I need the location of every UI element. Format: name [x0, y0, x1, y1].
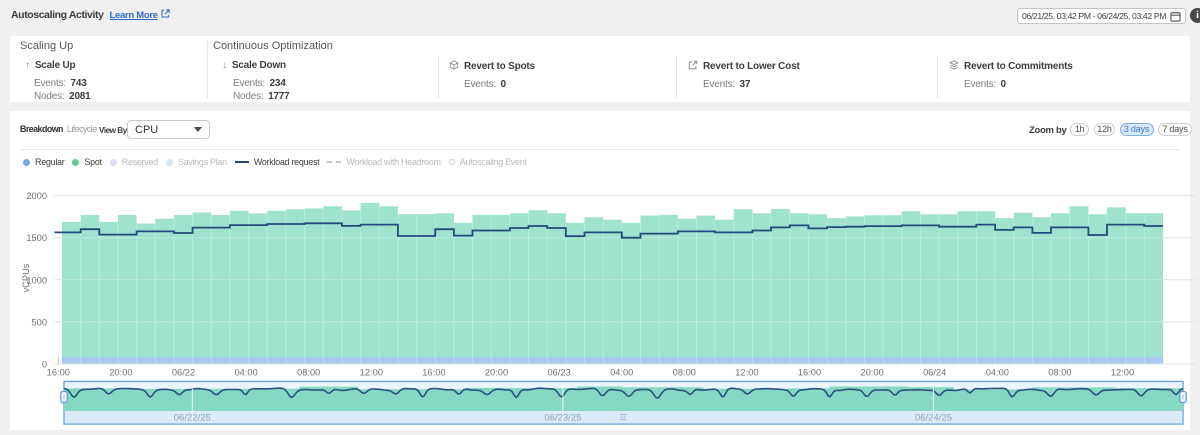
svg-text:20:00: 20:00 — [860, 368, 883, 378]
svg-text:08:00: 08:00 — [297, 368, 320, 378]
svg-text:☰: ☰ — [619, 413, 626, 422]
svg-text:20:00: 20:00 — [485, 368, 508, 378]
svg-text:16:00: 16:00 — [422, 368, 445, 378]
svg-text:06/23: 06/23 — [547, 368, 570, 378]
svg-text:04:00: 04:00 — [610, 368, 633, 378]
svg-text:0: 0 — [42, 360, 47, 370]
svg-text:06/22/25: 06/22/25 — [174, 413, 211, 424]
svg-text:04:00: 04:00 — [234, 368, 257, 378]
svg-text:500: 500 — [31, 317, 47, 327]
svg-text:06/22: 06/22 — [172, 368, 195, 378]
svg-text:12:00: 12:00 — [735, 368, 758, 378]
svg-text:08:00: 08:00 — [673, 368, 696, 378]
svg-text:1000: 1000 — [26, 275, 47, 285]
svg-text:vCPUs: vCPUs — [21, 263, 31, 292]
svg-text:12:00: 12:00 — [1111, 368, 1134, 378]
svg-text:06/23/25: 06/23/25 — [544, 413, 581, 424]
svg-text:16:00: 16:00 — [47, 368, 70, 378]
svg-text:16:00: 16:00 — [798, 368, 821, 378]
svg-text:2000: 2000 — [26, 191, 47, 201]
svg-text:08:00: 08:00 — [1048, 368, 1071, 378]
svg-text:12:00: 12:00 — [360, 368, 383, 378]
svg-text:06/24: 06/24 — [923, 368, 946, 378]
svg-text:1500: 1500 — [26, 233, 47, 243]
svg-text:06/24/25: 06/24/25 — [915, 413, 952, 424]
svg-text:20:00: 20:00 — [109, 368, 132, 378]
svg-text:04:00: 04:00 — [986, 368, 1009, 378]
